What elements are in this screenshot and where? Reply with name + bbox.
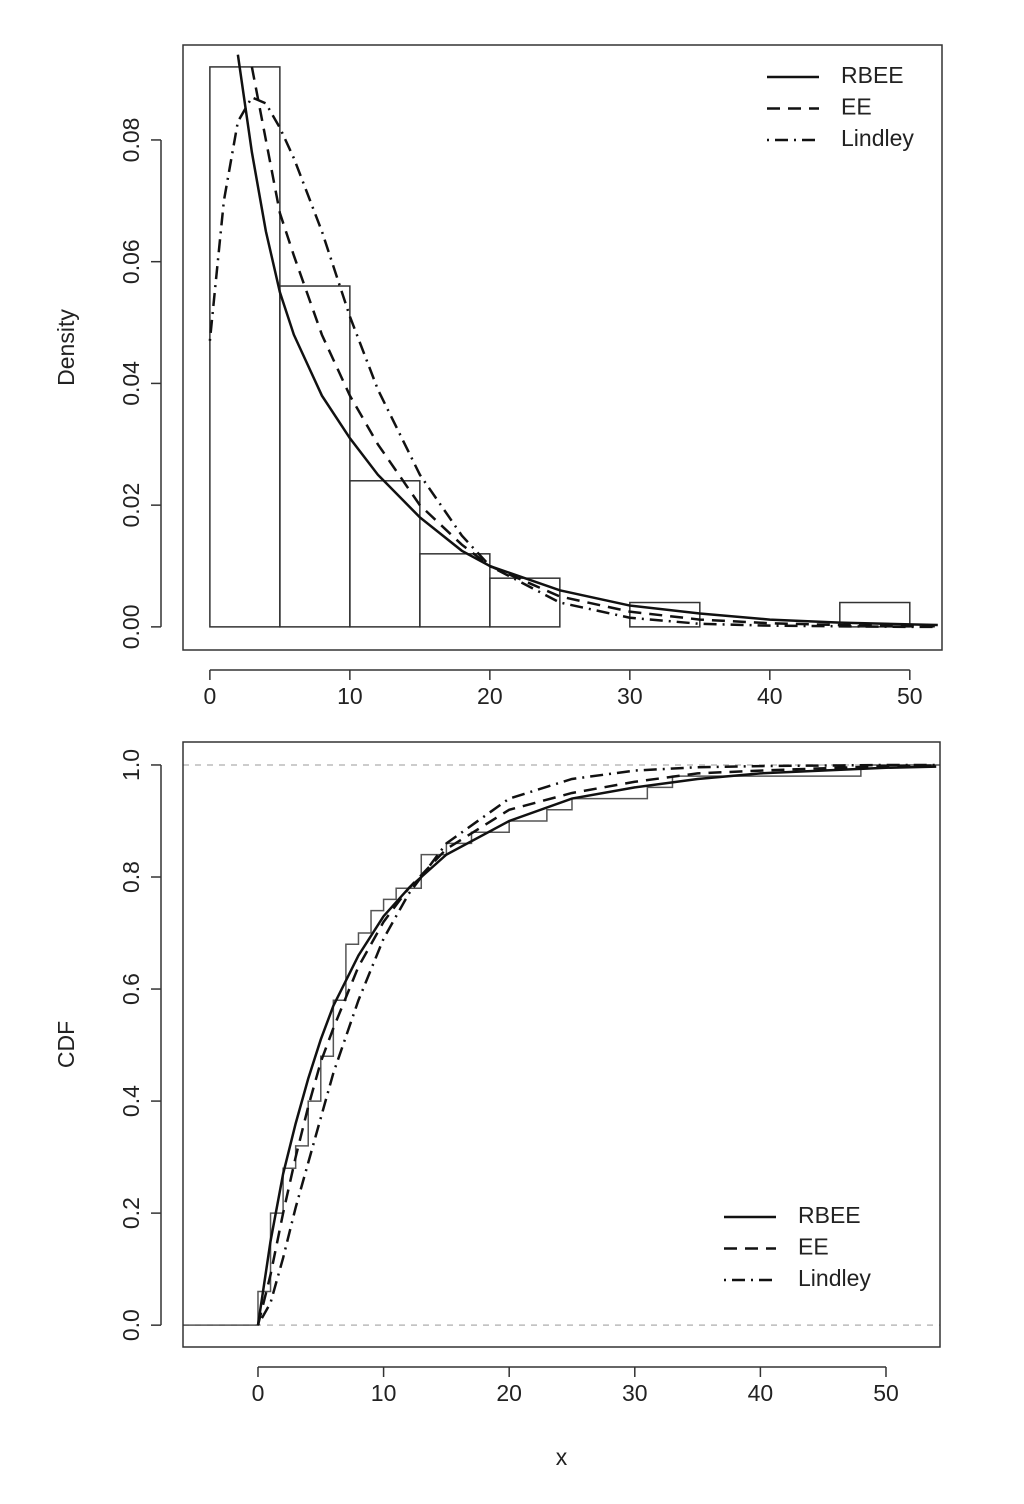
y-axis-title: CDF — [53, 1021, 79, 1068]
histogram-bar — [279, 285, 351, 628]
histogram-bar — [419, 553, 491, 628]
legend-label: Lindley — [798, 1265, 871, 1291]
x-tick-label: 50 — [897, 683, 923, 709]
x-tick-label: 40 — [757, 683, 783, 709]
plot-area — [208, 54, 938, 629]
x-tick-label: 0 — [203, 683, 216, 709]
plot-area — [183, 763, 940, 1326]
curve — [256, 763, 937, 1326]
y-tick-label: 0.00 — [118, 604, 144, 649]
curve — [236, 54, 938, 627]
x-tick-label: 0 — [252, 1380, 265, 1406]
x-tick-label: 40 — [748, 1380, 774, 1406]
histogram-bar — [209, 66, 281, 628]
legend-label: RBEE — [798, 1202, 861, 1228]
y-tick-label: 0.02 — [118, 483, 144, 528]
y-tick-label: 0.04 — [118, 361, 144, 406]
ecdf-step — [183, 764, 940, 1326]
y-tick-label: 0.2 — [118, 1197, 144, 1229]
curve — [250, 66, 938, 628]
x-tick-label: 50 — [873, 1380, 899, 1406]
plot-frame — [182, 741, 941, 1348]
y-tick-label: 0.06 — [118, 239, 144, 284]
y-tick-label: 1.0 — [118, 749, 144, 781]
x-tick-label: 30 — [622, 1380, 648, 1406]
legend-label: Lindley — [841, 125, 914, 151]
x-tick-label: 10 — [337, 683, 363, 709]
x-tick-label: 20 — [496, 1380, 522, 1406]
legend-label: RBEE — [841, 62, 904, 88]
plot-frame — [182, 44, 943, 651]
x-tick-label: 20 — [477, 683, 503, 709]
x-tick-label: 30 — [617, 683, 643, 709]
curve — [208, 95, 938, 629]
legend-label: EE — [841, 94, 872, 120]
curve — [256, 764, 937, 1326]
legend-label: EE — [798, 1234, 829, 1260]
x-axis-title: x — [556, 1444, 568, 1470]
y-axis-title: Density — [53, 309, 79, 386]
y-tick-label: 0.4 — [118, 1085, 144, 1117]
y-tick-label: 0.08 — [118, 118, 144, 163]
y-tick-label: 0.8 — [118, 861, 144, 893]
curve — [256, 765, 937, 1326]
y-tick-label: 0.6 — [118, 973, 144, 1005]
histogram-bar — [349, 480, 421, 628]
x-tick-label: 10 — [371, 1380, 397, 1406]
y-tick-label: 0.0 — [118, 1309, 144, 1341]
